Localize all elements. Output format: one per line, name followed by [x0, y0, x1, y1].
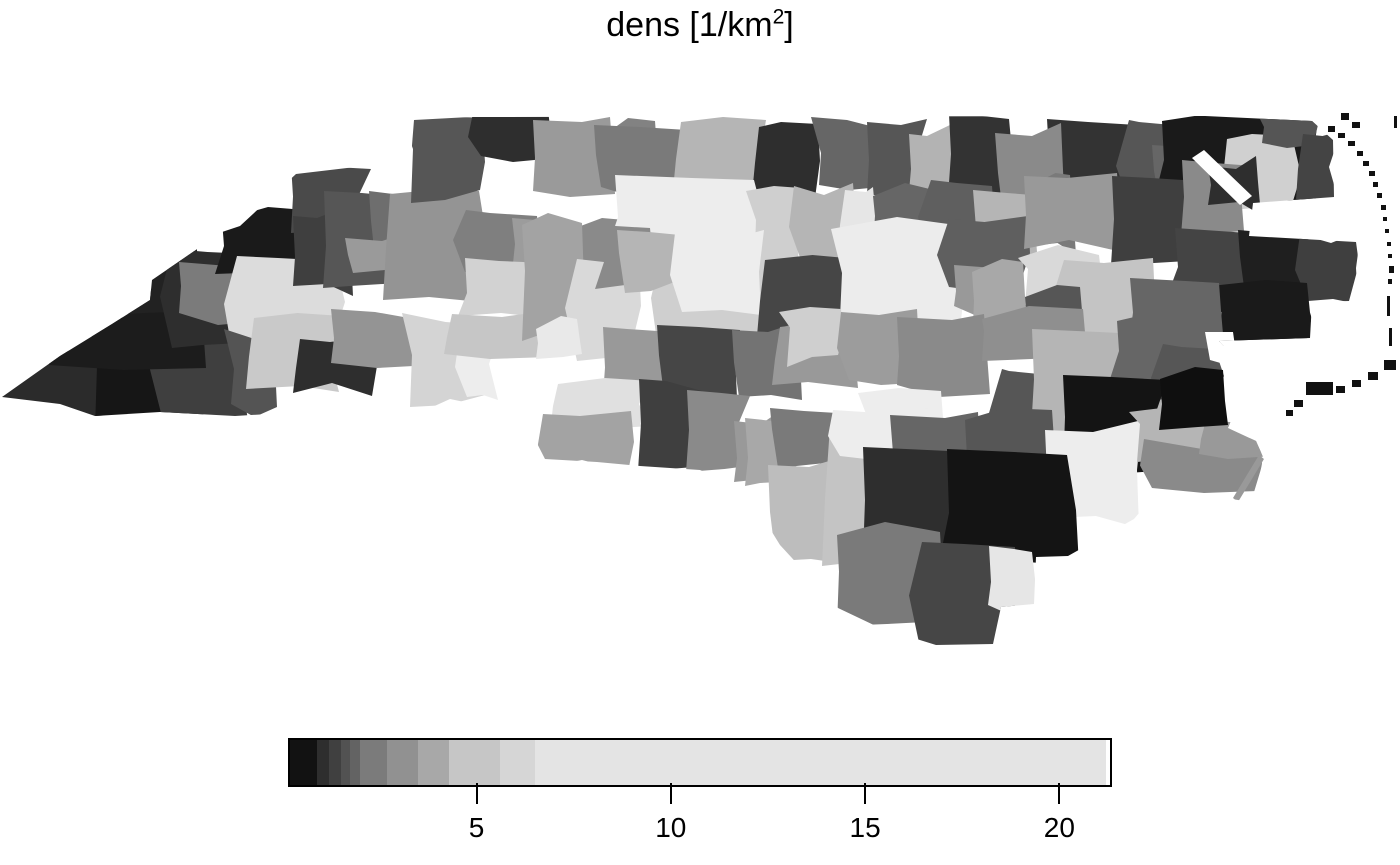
legend-class-segment [449, 740, 500, 785]
legend-class-segment [387, 740, 419, 785]
outer-banks-island [1394, 116, 1397, 128]
county-polygon [533, 117, 615, 197]
outer-banks-island [1383, 217, 1387, 221]
outer-banks-island [1388, 254, 1392, 258]
county-polygon [673, 117, 766, 193]
outer-banks-island [1389, 266, 1394, 273]
outer-banks-island [1388, 279, 1392, 284]
outer-banks-island [1352, 380, 1361, 387]
outer-banks-island [1357, 151, 1363, 156]
nc-choropleth-map [2, 113, 1397, 645]
county-polygon [779, 307, 843, 367]
legend-tick [864, 783, 867, 804]
county-polygon [1159, 367, 1228, 430]
outer-banks-island [1341, 113, 1349, 120]
outer-banks-island [1363, 161, 1369, 166]
legend-tick [1058, 783, 1061, 804]
county-polygon [1295, 231, 1359, 304]
legend-class-segment [359, 740, 388, 785]
outer-banks-layer [1286, 113, 1397, 416]
outer-banks-island [1385, 229, 1389, 233]
county-polygon [617, 230, 680, 293]
title-prefix: dens [1/km [606, 6, 773, 44]
county-polygon [1168, 228, 1260, 294]
legend-tick-label: 15 [849, 812, 881, 843]
outer-banks-island [1352, 122, 1360, 128]
county-polygon [403, 116, 485, 203]
outer-banks-island [1387, 242, 1391, 246]
outer-banks-island [1389, 328, 1392, 346]
title-suffix: ] [784, 6, 794, 44]
county-polygon [831, 217, 965, 341]
county-polygon [670, 230, 764, 315]
legend: 5 10 15 20 [0, 0, 1400, 843]
county-polygon [752, 122, 820, 198]
outer-banks-island [1328, 126, 1335, 132]
outer-banks-island [1338, 133, 1345, 138]
outer-banks-island [1368, 372, 1378, 380]
county-polygon [939, 449, 1079, 566]
legend-class-segment [418, 740, 450, 785]
outer-banks-island [1381, 205, 1386, 210]
county-polygon [811, 117, 885, 190]
county-polygon [988, 546, 1037, 618]
legend-class-segment [328, 740, 341, 785]
legend-color-bar [288, 738, 1112, 787]
outer-banks-island [1286, 410, 1293, 416]
county-polygon [1296, 131, 1341, 205]
outer-banks-island [1306, 382, 1333, 395]
county-layer [2, 116, 1359, 645]
title-superscript: 2 [772, 5, 785, 29]
county-polygon [1024, 173, 1122, 252]
legend-tick-label: 5 [468, 812, 485, 843]
legend-class-segment [350, 740, 360, 785]
outer-banks-island [1377, 193, 1382, 198]
outer-banks-island [1373, 182, 1378, 187]
outer-banks-island [1294, 400, 1303, 407]
legend-class-segment [290, 740, 318, 785]
county-polygon [657, 325, 740, 403]
legend-tick [669, 783, 672, 804]
legend-tick-label: 20 [1043, 812, 1075, 843]
outer-banks-island [1369, 171, 1375, 176]
county-polygon [536, 316, 582, 359]
water-inlet [1233, 455, 1264, 502]
county-polygon [686, 390, 750, 472]
legend-class-segment [317, 740, 329, 785]
legend-class-segment [499, 740, 535, 785]
county-polygon [468, 116, 551, 162]
outer-banks-island [1387, 296, 1390, 316]
legend-class-segment [534, 740, 1106, 785]
outer-banks-island [1384, 360, 1396, 370]
legend-tick-label: 10 [655, 812, 687, 843]
legend-tick [475, 783, 478, 804]
outer-banks-island [1348, 141, 1355, 146]
county-polygon [770, 408, 837, 468]
county-polygon [536, 411, 634, 472]
county-polygon [603, 327, 675, 396]
page-title: dens [1/km2] [606, 6, 794, 45]
county-polygon [897, 314, 990, 397]
legend-class-segment [340, 740, 351, 785]
outer-banks-island [1336, 386, 1345, 393]
water-inlet [1192, 150, 1252, 205]
